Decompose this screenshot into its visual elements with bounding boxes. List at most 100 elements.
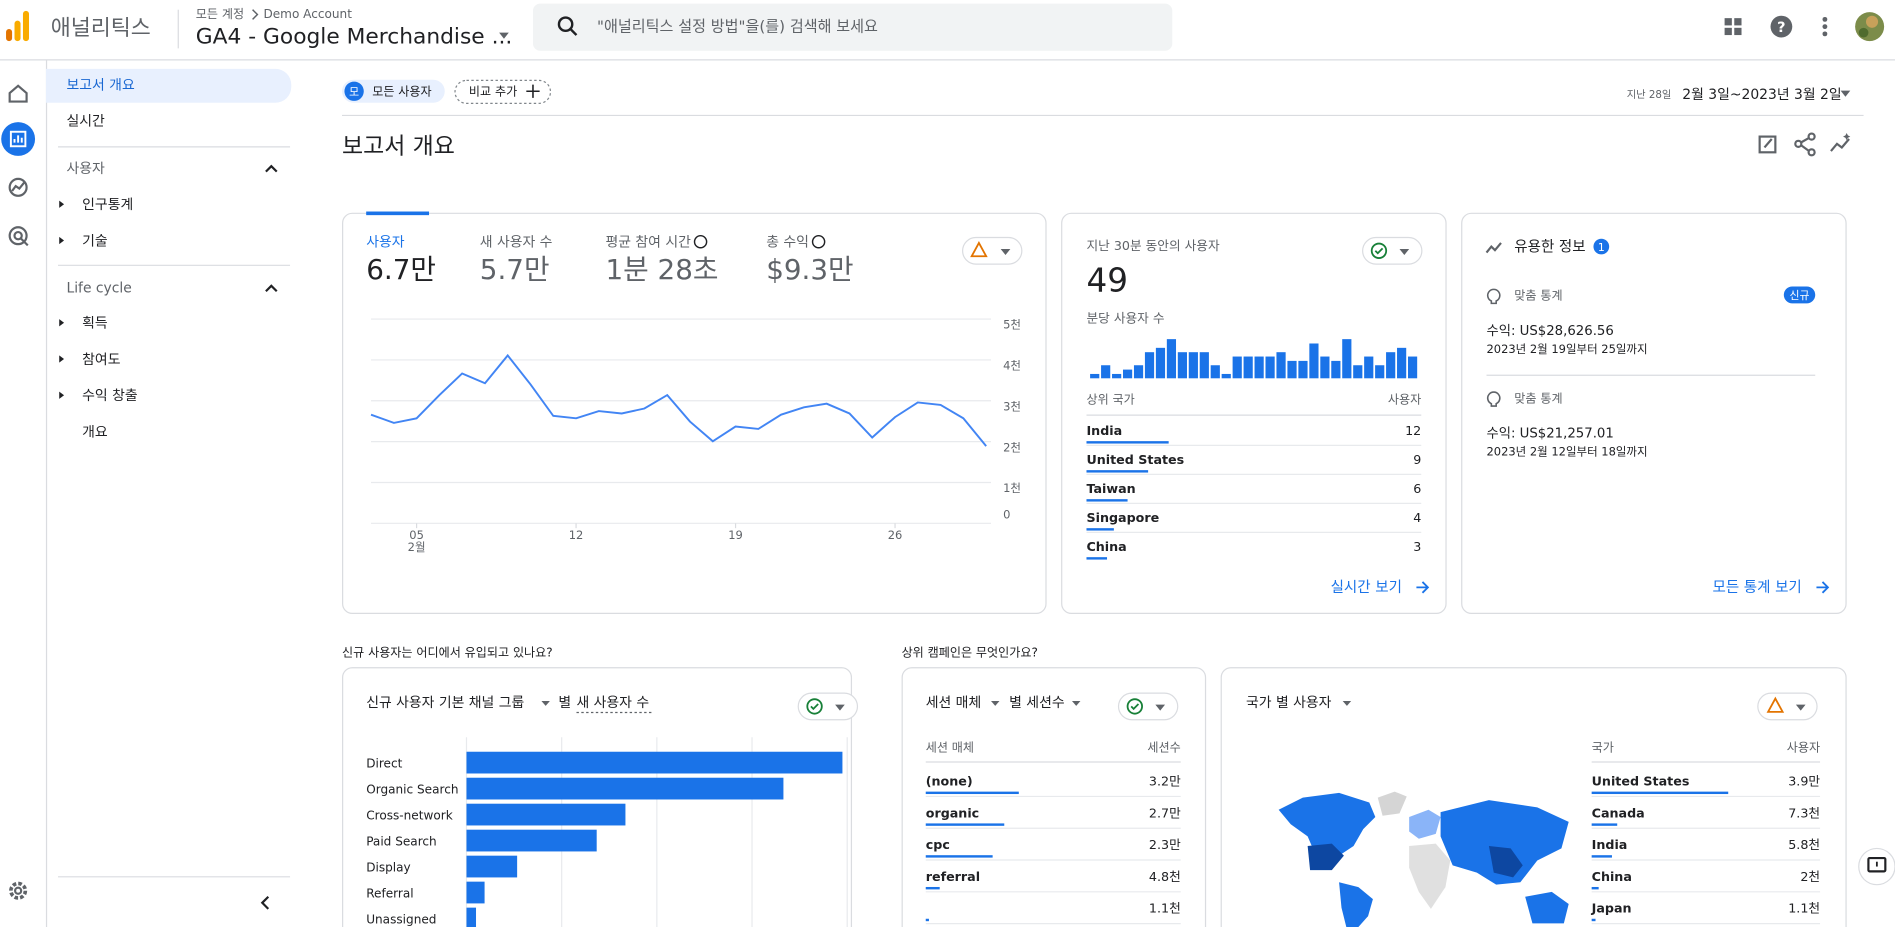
metric-label[interactable]: 새 사용자 수 <box>480 235 553 251</box>
apps-icon[interactable] <box>1724 18 1742 36</box>
insight-metric: 수익: US$21,257.01 <box>1487 426 1614 442</box>
metric-label[interactable]: 총 수익 <box>766 235 809 251</box>
card-title[interactable]: 국가 별 사용자 <box>1246 695 1332 711</box>
row-label: Japan <box>1591 901 1632 916</box>
help-icon <box>693 234 708 249</box>
insights-count-badge <box>1593 238 1610 255</box>
breadcrumb[interactable]: Demo Account <box>263 7 352 21</box>
row-value: 2천 <box>1800 869 1820 884</box>
avatar[interactable] <box>1855 12 1885 42</box>
row-value: 2.3만 <box>1149 837 1181 852</box>
dropdown-caret <box>1071 700 1081 706</box>
feedback-button[interactable] <box>1858 847 1895 886</box>
metric-selector[interactable]: 별 세션수 <box>1009 695 1065 711</box>
settings-icon[interactable] <box>9 881 28 900</box>
row-label: Canada <box>1592 805 1645 820</box>
status-chip[interactable] <box>797 692 859 721</box>
expand-arrow <box>59 236 65 245</box>
nav-item[interactable]: 개요 <box>82 424 108 440</box>
date-range[interactable]: 2월 3일~2023년 3월 2일 <box>1682 87 1841 103</box>
channel-label: Direct <box>366 756 402 770</box>
advertising-icon[interactable] <box>8 226 29 247</box>
x-tick-label: 12 <box>569 528 584 542</box>
collapse-button[interactable] <box>260 895 270 910</box>
realtime-link[interactable]: 실시간 보기 <box>1331 579 1402 596</box>
status-chip[interactable] <box>1362 236 1423 265</box>
segment-chip[interactable] <box>342 79 445 103</box>
compare-label: 비교 추가 <box>469 84 517 98</box>
nav-item[interactable]: 수익 창출 <box>82 388 137 404</box>
share-icon[interactable] <box>1794 132 1816 157</box>
row-value: 3.9만 <box>1788 774 1820 789</box>
minute-bar <box>1221 373 1231 379</box>
dimension-selector[interactable]: 세션 매체 <box>926 695 981 711</box>
alert-chip[interactable] <box>962 236 1023 265</box>
minute-bar <box>1112 373 1122 379</box>
x-tick-label: 05 <box>409 528 424 542</box>
channel-bar <box>466 907 477 927</box>
status-chip[interactable] <box>1117 692 1179 721</box>
help-icon[interactable]: ? <box>1770 15 1793 38</box>
plus-icon <box>526 84 540 98</box>
nav-item[interactable]: 기술 <box>82 233 108 249</box>
customize-icon[interactable] <box>1758 135 1777 154</box>
nav-item[interactable]: 보고서 개요 <box>66 77 134 93</box>
country-bar <box>1086 557 1108 560</box>
channel-bar <box>466 881 485 904</box>
nav-section[interactable]: 사용자 <box>66 161 105 177</box>
home-icon[interactable] <box>8 84 28 103</box>
compare-chip[interactable] <box>454 79 552 104</box>
table-header: 사용자 <box>1787 741 1820 755</box>
country-name: China <box>1086 539 1126 554</box>
minute-bar <box>1407 356 1418 379</box>
row-value: 5.8천 <box>1788 837 1820 852</box>
insights-card <box>1461 212 1847 614</box>
minute-bar <box>1210 365 1220 379</box>
minute-bar <box>1122 369 1133 379</box>
y-tick-label: 2천 <box>1003 440 1021 454</box>
search-box[interactable] <box>532 3 1173 51</box>
world-map <box>1278 791 1569 927</box>
explore-icon[interactable] <box>8 177 28 197</box>
country-value: 12 <box>1405 423 1421 438</box>
insights-link[interactable]: 모든 통계 보기 <box>1713 579 1802 596</box>
more-icon[interactable] <box>1822 16 1828 37</box>
bulb-icon <box>1486 288 1501 305</box>
metric-selector[interactable]: 새 사용자 수 <box>576 695 649 711</box>
breadcrumb[interactable]: 모든 계정 <box>196 7 244 21</box>
metric-value: 5.7만 <box>480 253 550 286</box>
expand-arrow <box>59 200 65 208</box>
metric-value: 1분 28초 <box>605 253 718 286</box>
minute-bar <box>1188 352 1198 379</box>
alert-chip[interactable] <box>1757 692 1818 721</box>
metric-label[interactable]: 사용자 <box>366 235 405 251</box>
nav-item[interactable]: 참여도 <box>82 352 121 368</box>
product-name: 애널리틱스 <box>51 16 151 41</box>
minute-bar <box>1353 365 1363 379</box>
dropdown-caret <box>991 700 1000 706</box>
row-label: China <box>1592 869 1632 884</box>
minute-bar <box>1287 360 1297 379</box>
table-header: 상위 국가 <box>1086 393 1134 407</box>
minute-bar <box>1232 356 1242 379</box>
reports-icon[interactable] <box>1 122 36 156</box>
dimension-selector[interactable]: 신규 사용자 기본 채널 그룹 <box>366 695 524 711</box>
insights-count: 1 <box>1598 241 1605 254</box>
minute-bar <box>1342 339 1352 379</box>
minute-bar <box>1309 343 1319 379</box>
segment-name: 모든 사용자 <box>372 84 431 98</box>
channel-bar <box>466 751 843 774</box>
row-label: (none) <box>926 774 973 789</box>
channel-label: Organic Search <box>366 782 458 796</box>
nav-item[interactable]: 획득 <box>82 316 108 332</box>
nav-item[interactable]: 실시간 <box>66 114 105 130</box>
row-bar <box>925 855 993 858</box>
nav-item[interactable]: 인구통계 <box>82 197 133 213</box>
metric-label[interactable]: 평균 참여 시간 <box>605 235 691 251</box>
minute-bar <box>1090 373 1100 379</box>
nav-section[interactable]: Life cycle <box>66 280 131 296</box>
table-header: 세션 매체 <box>926 741 974 755</box>
insights-icon[interactable] <box>1830 132 1851 152</box>
property-selector[interactable]: GA4 - Google Merchandise ... <box>196 25 513 50</box>
country-name: India <box>1086 423 1122 438</box>
